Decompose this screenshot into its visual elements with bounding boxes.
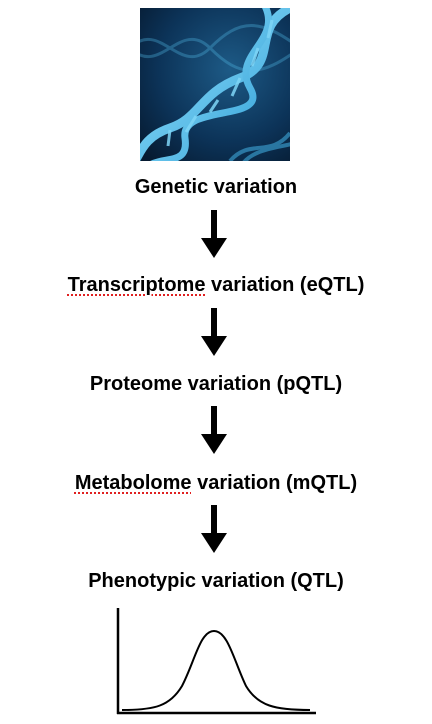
stage-metabolome-keyword: Metabolome	[74, 472, 192, 494]
stage-proteome-label: Proteome variation (pQTL)	[89, 373, 343, 395]
stage-transcriptome-label: variation (eQTL)	[205, 274, 365, 296]
stage-transcriptome-keyword: Transcriptome	[67, 274, 206, 296]
down-arrow-icon	[201, 308, 227, 356]
stage-metabolome-label: variation (mQTL)	[191, 472, 358, 494]
stage-phenotypic-label: Phenotypic variation (QTL)	[88, 570, 344, 592]
down-arrow-icon	[201, 505, 227, 553]
stage-transcriptome: Transcriptome variation (eQTL)	[0, 274, 432, 297]
stage-genetic-label: Genetic variation	[134, 176, 298, 198]
down-arrow-icon	[201, 406, 227, 454]
stage-metabolome: Metabolome variation (mQTL)	[0, 472, 432, 495]
bell-curve-icon	[116, 608, 316, 715]
stage-phenotypic: Phenotypic variation (QTL)	[0, 570, 432, 593]
down-arrow-icon	[201, 210, 227, 258]
stage-proteome: Proteome variation (pQTL)	[0, 373, 432, 396]
dna-helix-image	[140, 8, 290, 161]
stage-genetic: Genetic variation	[0, 176, 432, 199]
curve-line	[121, 629, 311, 711]
